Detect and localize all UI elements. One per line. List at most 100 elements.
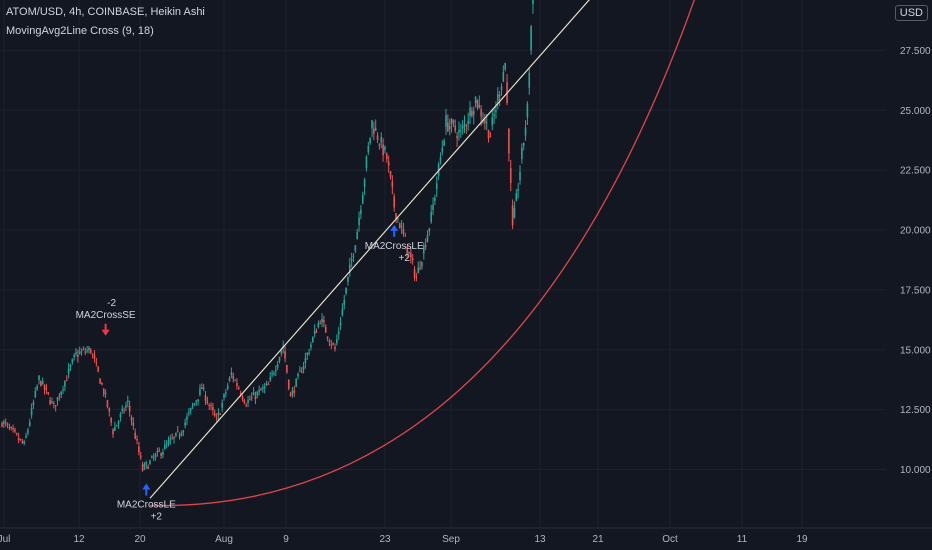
candle-body <box>304 358 307 363</box>
candle-body <box>90 349 92 353</box>
candle-body <box>291 390 294 394</box>
candle-body <box>106 400 109 408</box>
candle-body <box>508 128 510 154</box>
time-tick-label: 19 <box>796 534 808 545</box>
candle-body <box>504 63 506 70</box>
candle-body <box>454 125 457 131</box>
candle-body <box>164 444 166 450</box>
candle-body <box>439 157 442 163</box>
candle-body <box>458 130 460 133</box>
signal-label: MA2CrossSE <box>76 310 136 321</box>
candle-body <box>54 405 57 407</box>
candle-body <box>410 253 412 258</box>
candle-body <box>17 437 20 441</box>
candle-body <box>349 264 351 273</box>
candle-body <box>374 128 377 131</box>
candle-body <box>341 309 344 316</box>
candle-body <box>188 412 190 414</box>
candle-body <box>162 452 164 455</box>
candle-body <box>324 326 327 333</box>
candle-body <box>130 416 133 421</box>
candle-body <box>448 126 451 130</box>
candle-body <box>99 378 101 384</box>
candle-body <box>243 400 246 403</box>
price-tick-label: 27.500 <box>900 46 931 57</box>
candle-body <box>156 450 159 453</box>
candle-body <box>289 393 292 397</box>
currency-button[interactable]: USD <box>894 5 928 21</box>
signal-value: +2 <box>151 511 163 522</box>
time-tick-label: Oct <box>662 534 678 545</box>
candle-body <box>280 350 283 354</box>
candle-body <box>10 426 13 428</box>
candle-body <box>354 245 357 251</box>
candle-body <box>456 136 458 139</box>
candle-body <box>167 441 170 444</box>
candle-body <box>476 100 479 108</box>
price-tick-label: 15.000 <box>900 345 931 356</box>
candle-body <box>389 171 392 177</box>
candle-body <box>347 276 349 282</box>
candle-body <box>493 114 495 116</box>
candle-body <box>195 400 198 403</box>
candle-body <box>397 218 399 220</box>
candle-body <box>299 370 301 372</box>
candle-body <box>369 137 371 143</box>
candle-body <box>40 381 42 387</box>
candle-body <box>115 424 118 427</box>
candle-body <box>406 246 408 254</box>
candle-body <box>443 140 445 146</box>
candle-body <box>215 417 218 419</box>
candle-body <box>382 144 384 156</box>
candle-body <box>212 407 214 411</box>
signal-value: +2 <box>398 253 410 264</box>
candle-body <box>465 125 468 127</box>
candle-body <box>432 204 434 210</box>
candle-body <box>302 366 305 370</box>
candle-body <box>86 350 88 352</box>
candle-body <box>445 115 447 127</box>
candle-body <box>502 72 505 82</box>
candle-body <box>19 438 22 440</box>
candle-body <box>380 137 383 143</box>
candle-body <box>80 351 83 353</box>
candle-body <box>295 378 297 387</box>
candle-body <box>160 453 162 456</box>
buy-arrow-icon <box>390 224 399 237</box>
candle-body <box>134 432 136 439</box>
candle-body <box>262 387 264 390</box>
candle-body <box>45 388 48 390</box>
candle-body <box>3 421 5 424</box>
candle-body <box>350 259 353 261</box>
candle-body <box>517 189 519 192</box>
candle-body <box>252 392 255 396</box>
candle-body <box>426 235 429 242</box>
candle-body <box>16 433 18 435</box>
parabolic-curve <box>149 0 695 507</box>
candle-body <box>276 364 279 368</box>
candle-body <box>189 407 192 411</box>
candle-body <box>125 405 127 408</box>
candle-body <box>404 235 407 237</box>
time-tick-label: 20 <box>134 534 146 545</box>
candle-body <box>423 245 425 254</box>
candle-body <box>143 463 146 467</box>
candle-body <box>191 405 194 407</box>
candle-body <box>367 145 370 153</box>
price-tick-label: 25.000 <box>900 106 931 117</box>
candle-body <box>230 372 233 376</box>
candle-body <box>154 454 157 457</box>
candle-body <box>500 86 503 91</box>
candle-body <box>53 403 55 405</box>
candle-body <box>472 111 475 115</box>
candle-body <box>210 404 212 406</box>
candle-body <box>121 408 124 411</box>
candle-body <box>82 349 85 351</box>
candle-body <box>49 400 51 405</box>
candle-body <box>208 404 210 406</box>
price-tick-label: 17.500 <box>900 285 931 296</box>
candle-body <box>199 388 201 395</box>
candle-body <box>478 104 481 108</box>
candle-body <box>51 401 53 403</box>
